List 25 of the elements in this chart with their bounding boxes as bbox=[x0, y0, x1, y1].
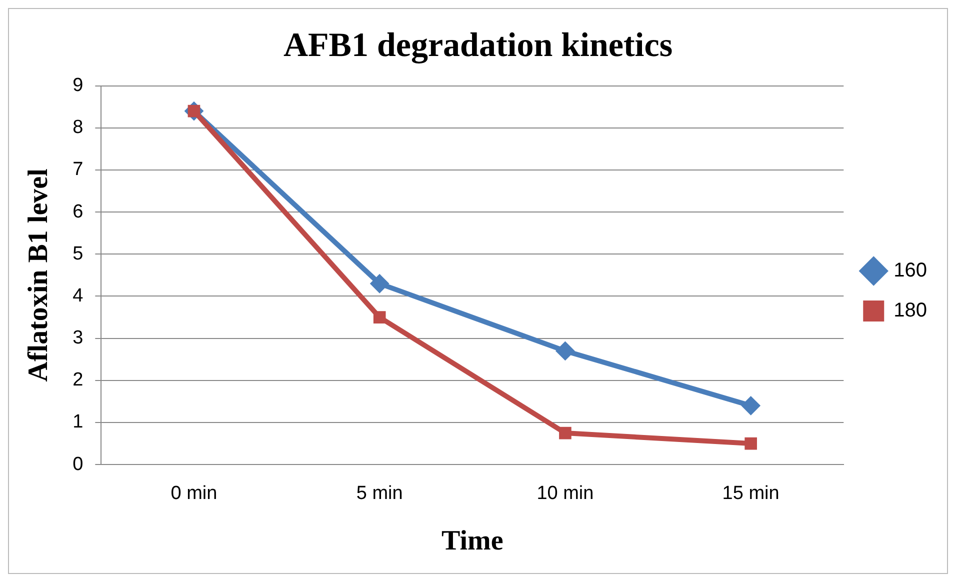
y-tick-label: 3 bbox=[72, 328, 84, 349]
y-axis-title: Aflatoxin B1 level bbox=[23, 168, 54, 382]
y-tick-label: 0 bbox=[72, 454, 84, 475]
y-tick-label: 2 bbox=[72, 370, 84, 391]
point bbox=[556, 341, 575, 360]
legend-label: 160 bbox=[894, 260, 928, 282]
x-tick-label: 5 min bbox=[356, 483, 403, 504]
point bbox=[744, 437, 757, 450]
x-tick-label: 10 min bbox=[536, 483, 594, 504]
y-tick-label: 7 bbox=[72, 159, 84, 180]
y-tick-label: 1 bbox=[72, 412, 84, 433]
y-tick-label: 6 bbox=[72, 201, 84, 222]
y-tick-label: 9 bbox=[72, 75, 84, 96]
x-axis-title: Time bbox=[442, 525, 504, 556]
x-tick-label: 15 min bbox=[722, 483, 780, 504]
y-tick-label: 4 bbox=[72, 285, 84, 306]
point bbox=[370, 274, 390, 294]
legend-label: 180 bbox=[894, 300, 928, 322]
chart-title: AFB1 degradation kinetics bbox=[283, 27, 673, 64]
point bbox=[741, 396, 760, 416]
point bbox=[373, 311, 386, 324]
point bbox=[559, 426, 572, 440]
x-tick-label: 0 min bbox=[170, 483, 218, 504]
y-tick-label: 8 bbox=[72, 117, 84, 138]
y-tick-label: 5 bbox=[72, 243, 84, 264]
